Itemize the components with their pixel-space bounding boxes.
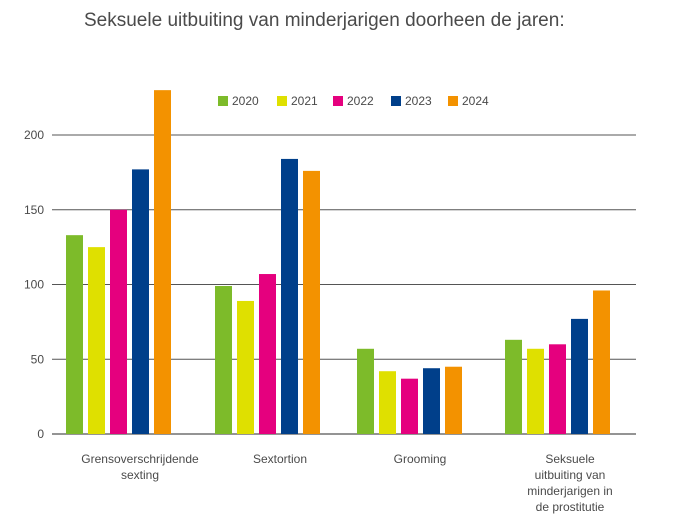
bar-2022 (549, 344, 566, 434)
y-tick-label: 150 (24, 203, 44, 217)
legend-swatch-2024 (448, 96, 458, 106)
x-category-label-line: minderjarigen in (527, 484, 613, 498)
x-category-label-line: Grensoverschrijdende (81, 452, 199, 466)
bar-2021 (527, 348, 544, 434)
bar-2021 (237, 300, 254, 434)
legend-label-2020: 2020 (232, 94, 259, 108)
y-tick-label: 50 (31, 352, 45, 366)
x-category-label: Grooming (345, 451, 495, 467)
legend-label-2023: 2023 (405, 94, 432, 108)
bar-2024 (303, 170, 320, 434)
bar-2020 (215, 285, 232, 434)
bar-2022 (401, 378, 418, 434)
bar-2023 (281, 158, 298, 435)
legend-swatch-2021 (277, 96, 287, 106)
legend-swatch-2023 (391, 96, 401, 106)
legend-swatch-2020 (218, 96, 228, 106)
y-tick-label: 100 (24, 278, 44, 292)
bar-2024 (445, 366, 462, 434)
y-tick-label: 200 (24, 128, 44, 142)
bar-2021 (379, 371, 396, 434)
x-category-label-line: uitbuiting van (534, 468, 606, 482)
legend-swatch-2022 (333, 96, 343, 106)
bar-2023 (571, 318, 588, 434)
y-tick-label: 0 (37, 427, 44, 441)
bar-2020 (505, 339, 522, 434)
bar-2022 (259, 274, 276, 434)
bar-2023 (132, 169, 149, 434)
x-category-label: Sextortion (205, 451, 355, 467)
bar-2020 (357, 348, 374, 434)
bar-2023 (423, 368, 440, 434)
legend-label-2022: 2022 (347, 94, 374, 108)
chart-title: Seksuele uitbuiting van minderjarigen do… (84, 10, 565, 31)
x-category-label: Grensoverschrijdende sexting (65, 451, 215, 483)
x-category-label-line: Sextortion (252, 452, 308, 466)
x-category-label: Seksuele uitbuiting van minderjarigen in de… (495, 451, 645, 515)
bar-2021 (88, 247, 105, 434)
legend-label-2024: 2024 (462, 94, 489, 108)
x-category-label-line: Grooming (393, 452, 447, 466)
bar-2022 (110, 209, 127, 434)
bar-2024 (154, 90, 171, 435)
x-category-label-line: Seksuele (545, 452, 595, 466)
bar-2024 (593, 290, 610, 434)
legend-label-2021: 2021 (291, 94, 318, 108)
x-category-label-line: de prostitutie (535, 500, 605, 514)
x-category-label-line: sexting (120, 468, 160, 482)
bar-2020 (66, 235, 83, 434)
